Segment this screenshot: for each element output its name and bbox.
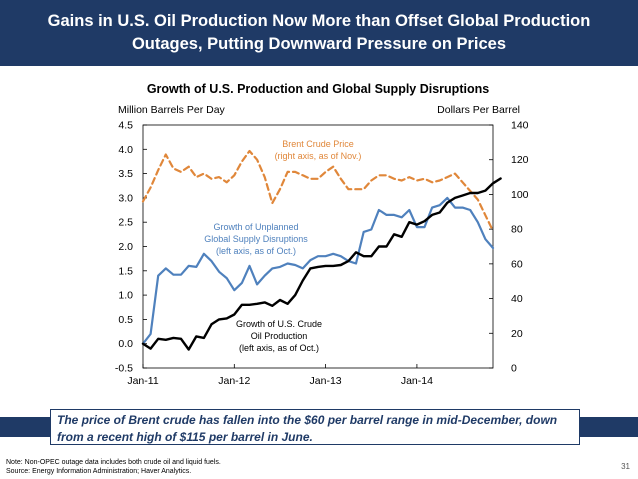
callout-line-1: The price of Brent crude has fallen into… xyxy=(57,413,558,427)
right-tick-label: 60 xyxy=(511,258,523,270)
series-lines xyxy=(141,149,502,351)
left-axis-label: Million Barrels Per Day xyxy=(118,104,226,116)
left-tick-label: 1.0 xyxy=(118,290,133,302)
footnote: Note: Non-OPEC outage data includes both… xyxy=(6,459,221,466)
left-tick-label: 2.5 xyxy=(118,217,133,229)
left-tick-label: 3.5 xyxy=(118,168,133,180)
right-tick-label: 0 xyxy=(511,363,517,375)
us_production-annotation-line: Growth of U.S. Crude xyxy=(236,319,322,329)
right-tick-label: 140 xyxy=(511,120,529,132)
brent-annotation-line: (right axis, as of Nov.) xyxy=(275,151,362,161)
axis-ticks: -0.5 0.0 0.5 1.0 1.5 2.0 2.5 3.0 3.5 4.0 4.5 0 20 40 6… xyxy=(115,120,529,388)
oil-production-chart: Growth of U.S. Production and Global Sup… xyxy=(115,82,529,388)
disruptions-annotation-line: Growth of Unplanned xyxy=(213,222,298,232)
left-tick-label: 3.0 xyxy=(118,192,133,204)
x-tick-label: Jan-12 xyxy=(218,375,250,387)
chart-title: Growth of U.S. Production and Global Sup… xyxy=(147,82,489,96)
left-tick-label: 0.0 xyxy=(118,338,133,350)
plot-frame xyxy=(142,124,494,369)
left-tick-label: 4.0 xyxy=(118,144,133,156)
disruptions-annotation-line: Global Supply Disruptions xyxy=(204,234,308,244)
slide-title-line-1: Gains in U.S. Oil Production Now More th… xyxy=(47,12,591,30)
disruptions-line xyxy=(141,196,495,345)
left-tick-label: -0.5 xyxy=(115,363,133,375)
callout-box: The price of Brent crude has fallen into… xyxy=(50,409,580,445)
us_production-annotation-line: Oil Production xyxy=(251,331,308,341)
us_production-line xyxy=(141,177,502,351)
disruptions-annotation-line: (left axis, as of Oct.) xyxy=(216,246,296,256)
source-note: Source: Energy Information Administratio… xyxy=(6,468,192,475)
slide-header: Gains in U.S. Oil Production Now More th… xyxy=(0,0,638,66)
right-tick-label: 40 xyxy=(511,293,523,305)
x-tick-label: Jan-14 xyxy=(401,375,433,387)
slide-title-line-2: Outages, Putting Downward Pressure on Pr… xyxy=(131,35,507,53)
right-axis-label: Dollars Per Barrel xyxy=(437,104,520,116)
x-tick-label: Jan-13 xyxy=(310,375,342,387)
right-tick-label: 20 xyxy=(511,328,523,340)
x-tick-label: Jan-11 xyxy=(127,375,158,387)
left-tick-label: 0.5 xyxy=(118,314,133,326)
right-tick-label: 100 xyxy=(511,189,529,201)
right-tick-label: 80 xyxy=(511,224,523,236)
us_production-annotation-line: (left axis, as of Oct.) xyxy=(239,343,319,353)
right-tick-label: 120 xyxy=(511,154,529,166)
left-tick-label: 2.0 xyxy=(118,241,133,253)
left-tick-label: 1.5 xyxy=(118,265,133,277)
chart-annotations: Brent Crude Price (right axis, as of Nov.… xyxy=(204,139,361,353)
page-number: 31 xyxy=(621,462,630,471)
callout-line-2: from a recent high of $115 per barrel in… xyxy=(57,430,313,444)
brent-annotation-line: Brent Crude Price xyxy=(282,139,354,149)
left-tick-label: 4.5 xyxy=(118,120,133,132)
brent-line xyxy=(141,149,495,232)
